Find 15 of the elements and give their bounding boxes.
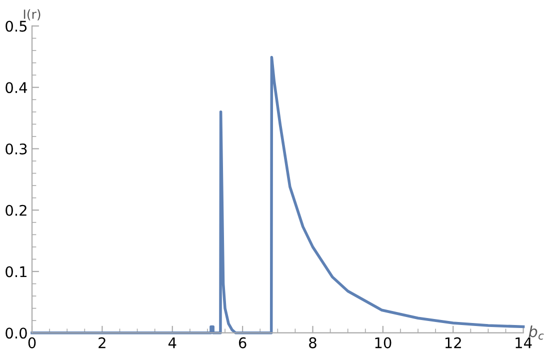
x-tick-label: 10 bbox=[375, 337, 392, 348]
y-tick-label: 0.1 bbox=[6, 266, 27, 278]
y-tick-label: 0.2 bbox=[6, 204, 26, 216]
y-tick-label: 0.5 bbox=[6, 20, 27, 32]
y-tick-label: 0.0 bbox=[6, 328, 27, 339]
x-tick-label: 14 bbox=[516, 337, 532, 348]
x-tick-label: 4 bbox=[168, 337, 176, 348]
x-tick-label: 12 bbox=[445, 337, 461, 348]
x-tick-label: 2 bbox=[98, 337, 106, 348]
y-tick-label: 0.4 bbox=[6, 82, 28, 94]
y-tick-label: 0.3 bbox=[6, 143, 27, 154]
y-axis-title: I(r) bbox=[24, 9, 40, 20]
x-tick-label: 8 bbox=[309, 337, 316, 348]
x-tick-label: 0 bbox=[28, 337, 36, 348]
x-tick-label: 6 bbox=[238, 337, 246, 348]
